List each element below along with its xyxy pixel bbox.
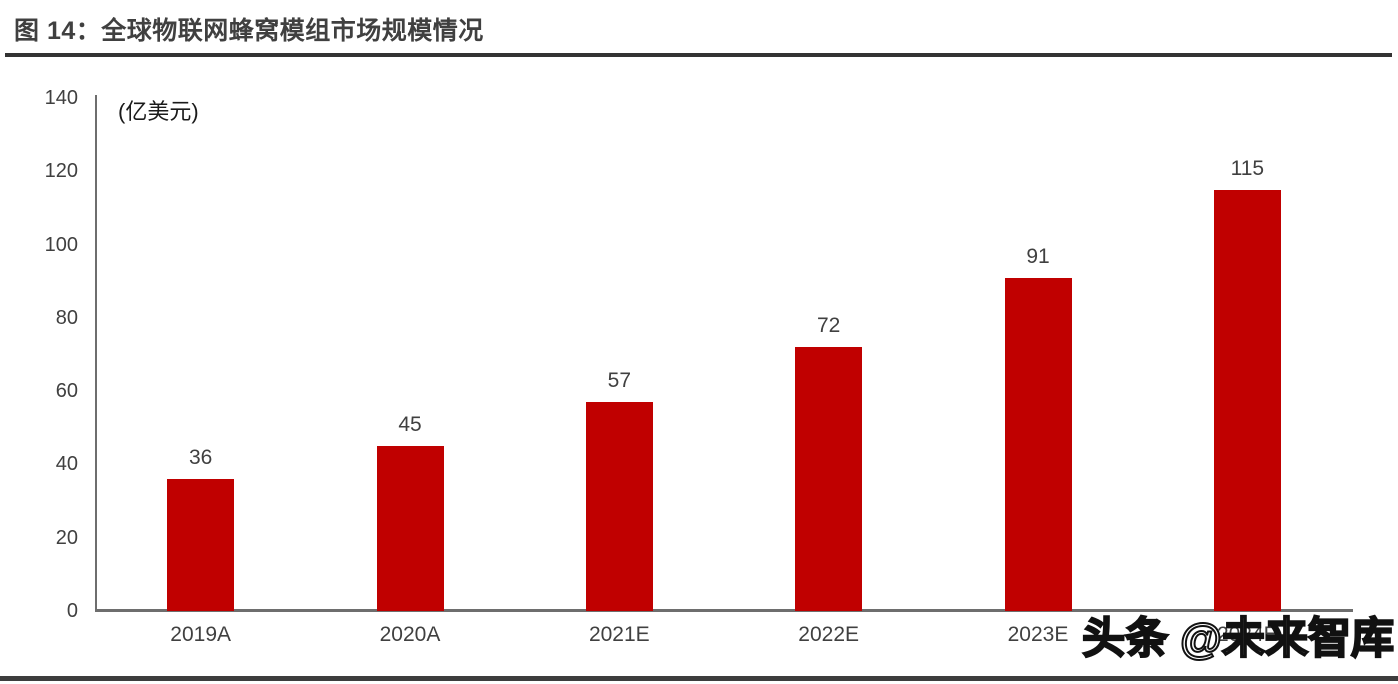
bar [585, 402, 653, 611]
y-axis-tick-label: 40 [55, 453, 78, 476]
bar-value-label: 72 [816, 314, 841, 338]
y-axis-tick-label: 120 [44, 160, 78, 183]
bar [1213, 189, 1281, 611]
x-axis-tick-label: 2024E [1216, 623, 1278, 646]
y-axis-tick-label: 140 [44, 87, 78, 109]
y-axis-tick-label: 80 [55, 306, 78, 329]
bottom-divider [0, 676, 1398, 681]
bar-value-label: 45 [398, 413, 422, 437]
x-axis-tick-label: 2021E [588, 623, 650, 646]
bar-value-label: 57 [607, 369, 631, 393]
y-axis-unit-label: (亿美元) [118, 99, 199, 124]
watermark: 头条 @未来智库 [1081, 614, 1395, 664]
y-axis-tick-label: 60 [55, 380, 78, 403]
y-axis-tick-label: 20 [55, 526, 78, 549]
bar [167, 479, 235, 611]
bar-value-label: 115 [1230, 156, 1265, 180]
bar-value-label: 36 [188, 446, 213, 470]
bar [376, 446, 444, 611]
x-axis-tick-label: 2023E [1007, 623, 1069, 646]
title-divider [5, 53, 1392, 57]
y-axis-tick-label: 100 [44, 233, 78, 256]
x-axis-tick-label: 2019A [170, 623, 232, 646]
bar [1004, 277, 1072, 611]
figure-title: 图 14：全球物联网蜂窝模组市场规模情况 [14, 17, 484, 45]
bar-value-label: 91 [1026, 244, 1050, 268]
x-axis-line [95, 609, 1353, 612]
y-axis-tick-label: 0 [66, 600, 78, 622]
x-axis-tick-label: 2020A [379, 623, 441, 646]
x-axis-tick-label: 2022E [798, 623, 860, 646]
bar [795, 347, 863, 611]
y-axis-line [95, 95, 97, 612]
